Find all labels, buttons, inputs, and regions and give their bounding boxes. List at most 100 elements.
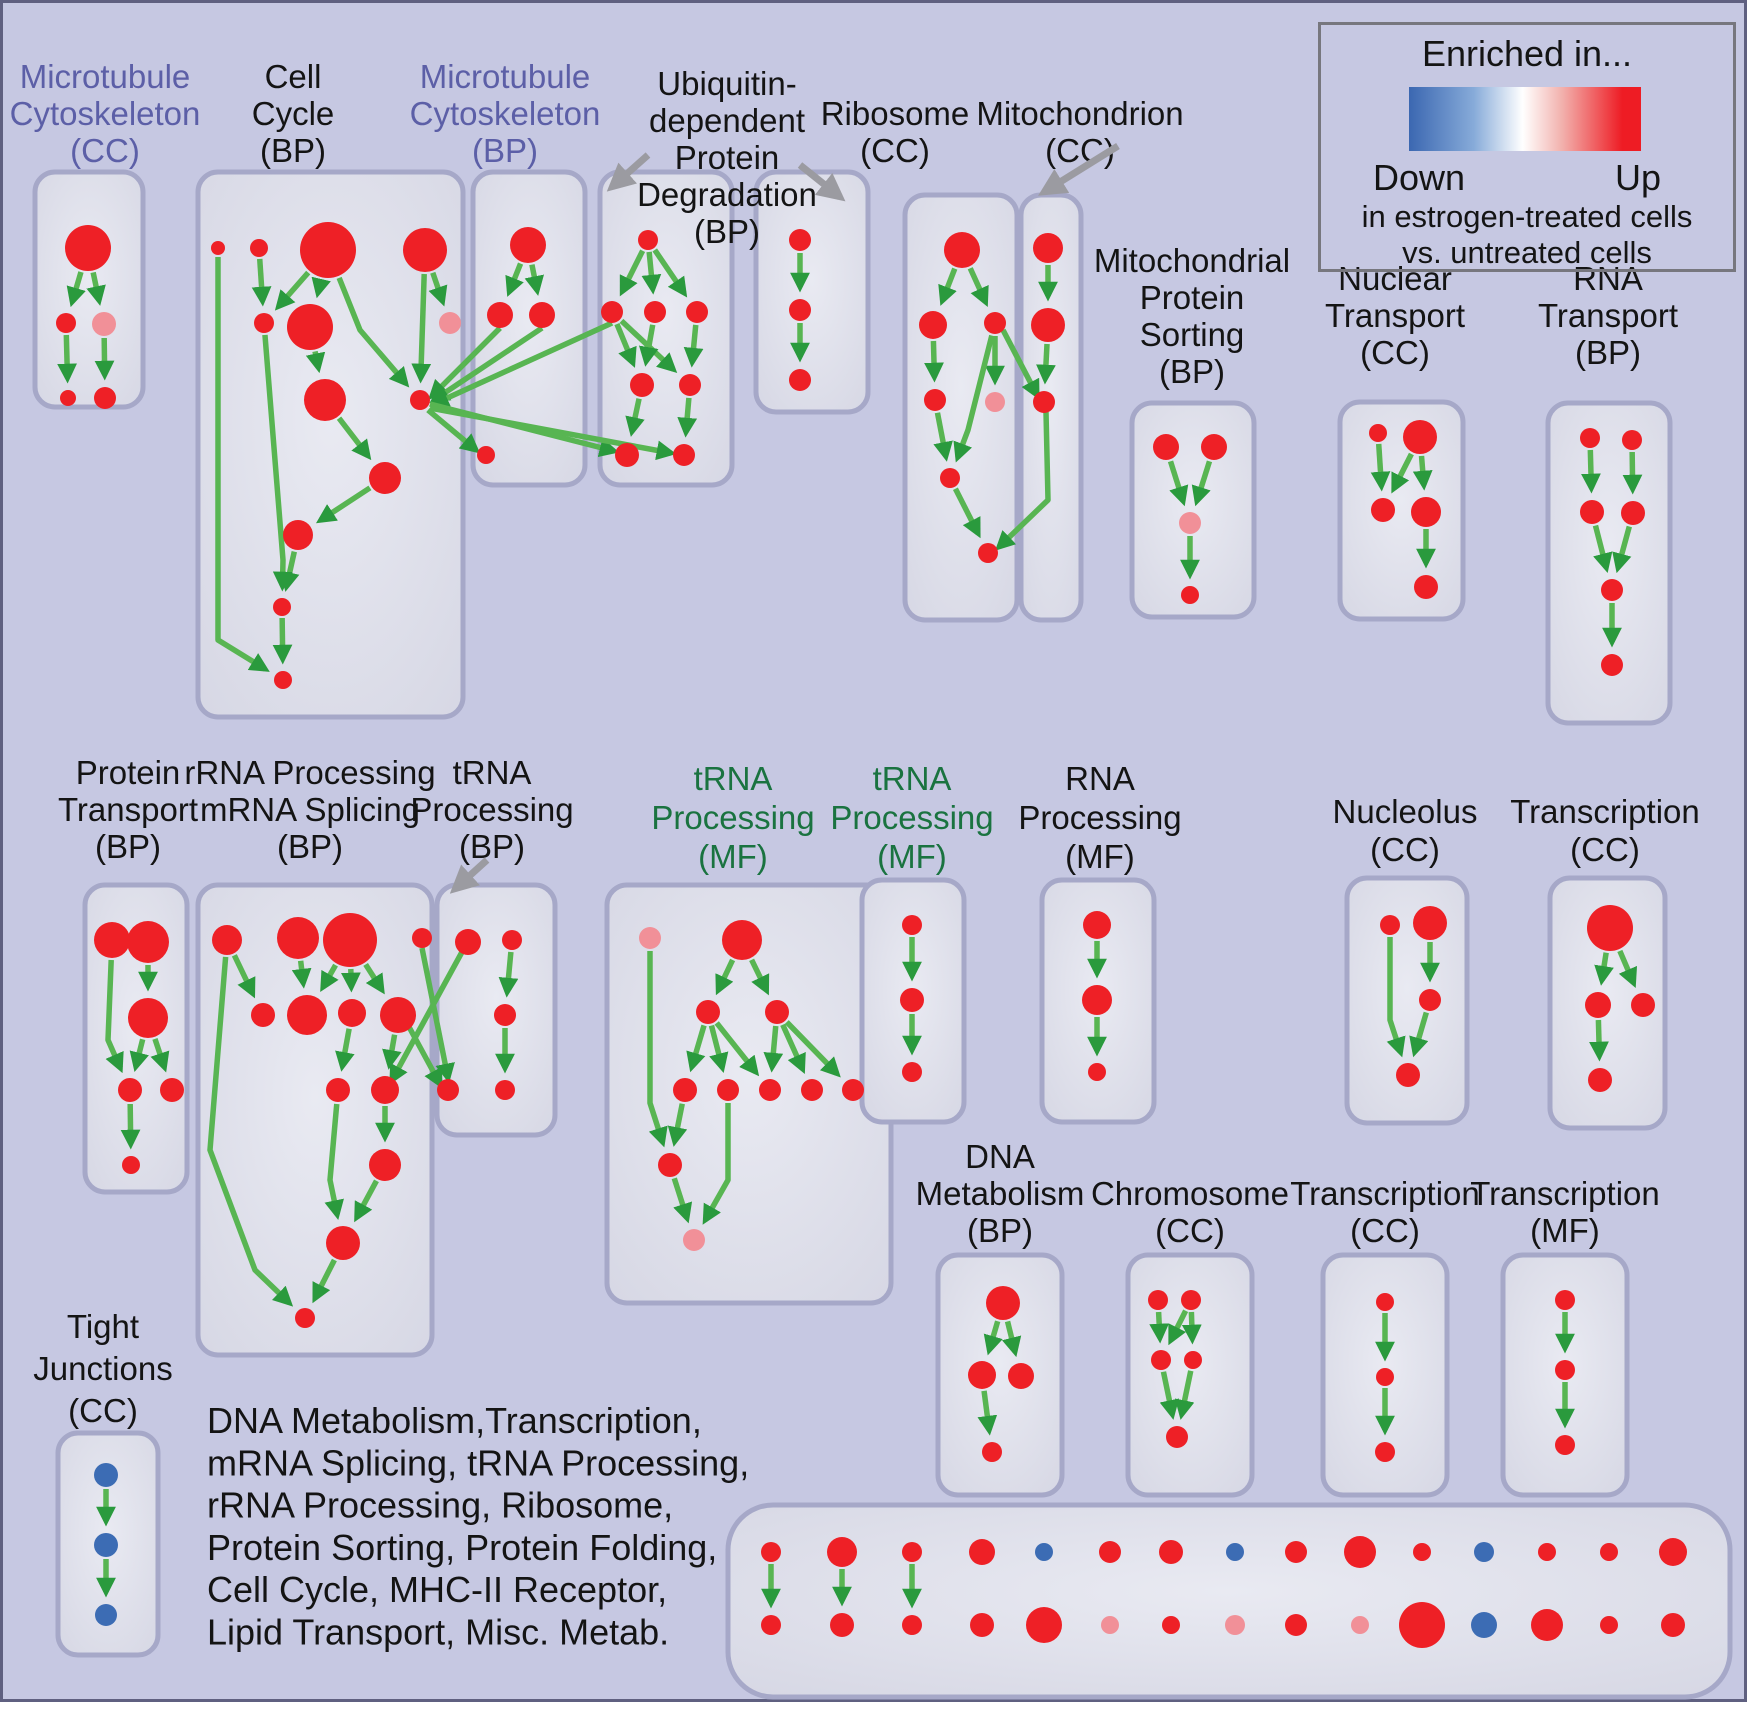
trna-processing-mf-large-edge-9 xyxy=(667,1103,688,1147)
trna-processing-mf-large-edge-1 xyxy=(749,958,770,996)
nuclear-transport-cc-node-1 xyxy=(1403,420,1437,454)
ribosome-cc-node-0 xyxy=(944,232,980,268)
cell-cycle-bp-edge-8 xyxy=(315,485,372,524)
ubiquitin-degradation-box-1-edge-6 xyxy=(683,324,704,368)
microtubule-cytoskeleton-cc-box xyxy=(32,169,146,410)
nucleolus-cc-node-1 xyxy=(1413,906,1447,940)
protein-transport-bp-edge-0 xyxy=(105,959,124,1074)
rrna-processing-mrna-splicing-bp-edge-5 xyxy=(335,1028,355,1072)
chromosome-cc-edge-0 xyxy=(1149,1311,1170,1344)
ribosome-cc-edge-0 xyxy=(938,267,958,306)
cell-cycle-bp-edge-11 xyxy=(262,334,293,592)
trna-processing-mf-large-node-3 xyxy=(765,1000,789,1024)
rrna-processing-mrna-splicing-bp-box xyxy=(195,882,435,1358)
microtubule-cytoskeleton-cc-node-2 xyxy=(92,312,116,336)
misc-terms-node-21 xyxy=(1162,1616,1180,1634)
rrna-processing-mrna-splicing-bp-edge-11 xyxy=(207,956,294,1307)
cell-cycle-bp-node-7 xyxy=(304,379,346,421)
dna-metabolism-bp-label: DNA Metabolism (BP) xyxy=(916,1138,1085,1249)
nucleolus-cc-label: Nucleolus (CC) xyxy=(1333,793,1478,868)
misc-terms-node-2 xyxy=(902,1542,922,1562)
rrna-processing-mrna-splicing-bp-edge-10 xyxy=(324,1103,344,1220)
transcription-mf-node-2 xyxy=(1555,1435,1575,1455)
microtubule-cytoskeleton-cc-edge-0 xyxy=(66,271,86,308)
nuclear-transport-cc-node-2 xyxy=(1371,498,1395,522)
cross-edge-5 xyxy=(426,407,481,454)
transcription-cc-edge-2 xyxy=(1589,1019,1609,1062)
rna-transport-bp-edge-1 xyxy=(1622,451,1643,495)
trna-processing-mf-large-edge-8 xyxy=(647,951,668,1148)
transcription-cc-node-3 xyxy=(1588,1068,1612,1092)
ubiquitin-degradation-box-1-edge-2 xyxy=(652,248,688,298)
trna-processing-bp-edge-0 xyxy=(498,951,519,998)
cell-cycle-bp-node-9 xyxy=(369,462,401,494)
transcription-cc-2-label: Transcription (CC) xyxy=(1290,1175,1480,1249)
microtubule-cytoskeleton-cc-node-0 xyxy=(65,225,111,271)
tight-junctions-cc-node-1 xyxy=(94,1533,118,1557)
ubiquitin-degradation-box-1-edge-3 xyxy=(614,322,637,368)
dna-metabolism-bp-node-2 xyxy=(1008,1363,1034,1389)
transcription-cc-2-node-2 xyxy=(1375,1442,1395,1462)
misc-terms-node-16 xyxy=(830,1613,854,1637)
trna-processing-mf-large-edge-7 xyxy=(784,1020,841,1078)
nuclear-transport-cc-edge-0 xyxy=(1370,443,1391,492)
misc-terms-node-27 xyxy=(1531,1609,1563,1641)
legend-gradient-bar xyxy=(1409,87,1641,151)
transcription-cc-node-0 xyxy=(1587,905,1633,951)
misc-terms-node-14 xyxy=(1659,1538,1687,1566)
misc-terms-node-3 xyxy=(969,1539,995,1565)
cell-cycle-bp-node-1 xyxy=(250,239,268,257)
ubiquitin-degradation-box-1-node-4 xyxy=(630,373,654,397)
rrna-processing-mrna-splicing-bp-edge-8 xyxy=(354,1179,379,1223)
ribosome-cc-node-3 xyxy=(924,389,946,411)
nuclear-transport-cc-edge-2 xyxy=(1412,455,1433,491)
rna-processing-mf-label: RNA Processing (MF) xyxy=(1018,760,1181,875)
misc-terms-node-9 xyxy=(1344,1536,1376,1568)
cluster-boxes-layer xyxy=(32,169,1733,1700)
rna-transport-bp-node-2 xyxy=(1580,500,1604,524)
cell-cycle-bp-node-0 xyxy=(211,241,225,255)
misc-terms-node-26 xyxy=(1471,1612,1497,1638)
nucleolus-cc-edge-2 xyxy=(1386,937,1406,1058)
cell-cycle-bp-edge-4 xyxy=(428,271,448,307)
labels-layer: Microtubule Cytoskeleton (CC) Cell Cycle (BP)… xyxy=(10,58,1700,1653)
misc-terms-node-24 xyxy=(1351,1616,1369,1634)
transcription-cc-2-node-1 xyxy=(1376,1368,1394,1386)
misc-terms-node-22 xyxy=(1225,1615,1245,1635)
cell-cycle-bp-edge-3 xyxy=(336,276,410,388)
protein-transport-bp-node-0 xyxy=(94,922,130,958)
chromosome-cc-node-2 xyxy=(1151,1350,1171,1370)
label-pointer-arrow-1 xyxy=(797,162,846,202)
misc-terms-node-11 xyxy=(1474,1542,1494,1562)
rrna-processing-mrna-splicing-bp-edge-2 xyxy=(320,963,339,993)
trna-processing-bp-node-4 xyxy=(495,1080,515,1100)
tight-junctions-cc-node-0 xyxy=(94,1463,118,1487)
ubiquitin-degradation-box-2-node-2 xyxy=(789,369,811,391)
ribosome-cc-edge-6 xyxy=(952,487,981,539)
misc-terms-node-13 xyxy=(1600,1543,1618,1561)
mitochondrion-cc-edge-1 xyxy=(1036,343,1056,385)
mitochondrial-protein-sorting-bp-label: Mitochondrial Protein Sorting (BP) xyxy=(1094,242,1290,390)
mitochondrial-protein-sorting-bp-node-3 xyxy=(1181,586,1199,604)
ribosome-cc-edge-1 xyxy=(967,267,989,308)
rrna-processing-mrna-splicing-bp-edge-0 xyxy=(231,954,256,999)
legend-subtitle-1: in estrogen-treated cells xyxy=(1361,199,1693,234)
protein-transport-bp-edge-4 xyxy=(120,1103,141,1150)
ribosome-cc-node-1 xyxy=(919,311,947,339)
legend-box: Enriched in... Down Up in estrogen-treat… xyxy=(1318,22,1736,272)
cell-cycle-bp-node-2 xyxy=(300,222,356,278)
ubiquitin-degradation-box-1-node-2 xyxy=(644,301,666,323)
rrna-processing-mrna-splicing-bp-node-8 xyxy=(326,1078,350,1102)
misc-terms-node-12 xyxy=(1538,1543,1556,1561)
nucleolus-cc-node-3 xyxy=(1396,1063,1420,1087)
chromosome-cc-label: Chromosome (CC) xyxy=(1091,1175,1289,1249)
nucleolus-cc-node-2 xyxy=(1419,989,1441,1011)
cell-cycle-bp-edge-0 xyxy=(251,258,272,307)
microtubule-cytoskeleton-cc-edge-3 xyxy=(94,337,115,381)
nucleolus-cc-edge-1 xyxy=(1409,1011,1429,1058)
trna-processing-bp-label: tRNA Processing (BP) xyxy=(410,754,573,865)
trna-processing-mf-small-node-2 xyxy=(902,1062,922,1082)
ubiquitin-degradation-box-1-edge-7 xyxy=(625,398,645,437)
dna-metabolism-bp-box xyxy=(935,1252,1065,1498)
rna-processing-mf-node-2 xyxy=(1088,1063,1106,1081)
